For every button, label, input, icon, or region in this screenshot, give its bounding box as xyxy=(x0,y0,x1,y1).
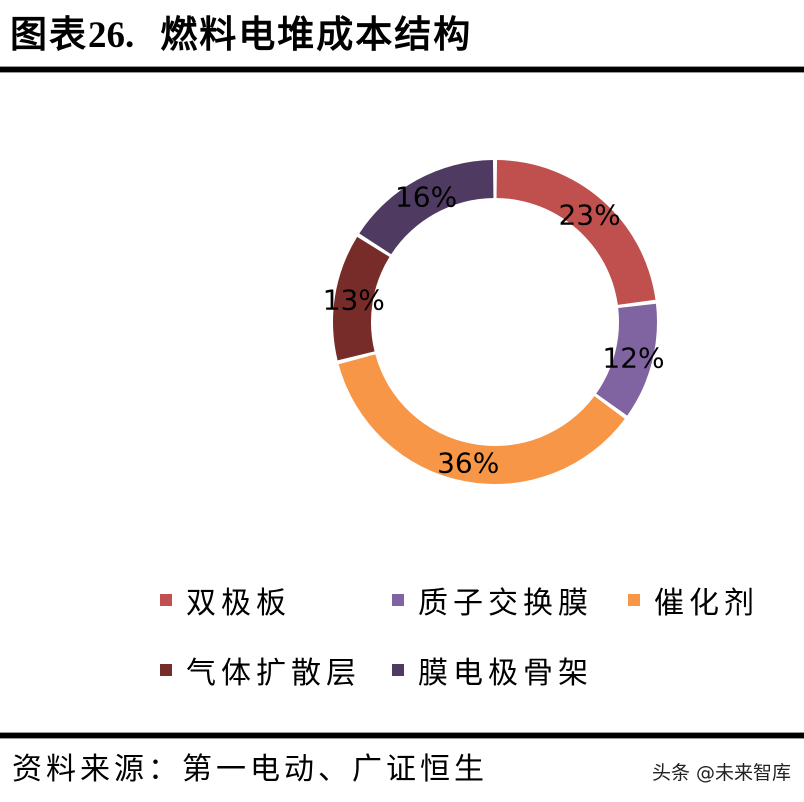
legend-swatch xyxy=(160,594,172,606)
legend-item-catalyst: 催化剂 xyxy=(628,578,759,622)
source-note: 资料来源：第一电动、广证恒生 xyxy=(12,752,488,787)
data-label-bipolar-plate: 23% xyxy=(558,199,620,232)
donut-segment-catalyst xyxy=(338,354,625,484)
legend-item-pem: 质子交换膜 xyxy=(392,578,593,622)
donut-segment-bipolar-plate xyxy=(496,160,656,305)
data-label-mea-frame: 16% xyxy=(395,181,457,214)
legend-item-mea-frame: 膜电极骨架 xyxy=(392,648,593,692)
legend-swatch xyxy=(160,664,172,676)
legend-item-gdl: 气体扩散层 xyxy=(160,648,361,692)
bottom-rule xyxy=(0,733,804,738)
data-label-gdl: 13% xyxy=(323,284,385,317)
top-rule xyxy=(0,67,804,72)
data-label-catalyst: 36% xyxy=(437,446,499,479)
watermark: 头条 @未来智库 xyxy=(652,762,792,784)
figure-title: 图表26. 燃料电堆成本结构 xyxy=(10,8,472,62)
legend-item-bipolar-plate: 双极板 xyxy=(160,578,291,622)
figure-number: 26. xyxy=(88,15,135,56)
figure-title-text: 燃料电堆成本结构 xyxy=(160,12,473,56)
donut-chart: 23% 12% 36% 13% 16% xyxy=(323,160,665,484)
legend-swatch xyxy=(392,594,404,606)
data-label-pem: 12% xyxy=(602,342,664,375)
legend-swatch xyxy=(628,594,640,606)
donut-segment-pem xyxy=(596,303,657,416)
legend-swatch xyxy=(392,664,404,676)
donut-segment-gdl xyxy=(332,236,390,361)
donut-segment-mea-frame xyxy=(359,160,494,255)
figure-prefix: 图表 xyxy=(10,12,88,56)
